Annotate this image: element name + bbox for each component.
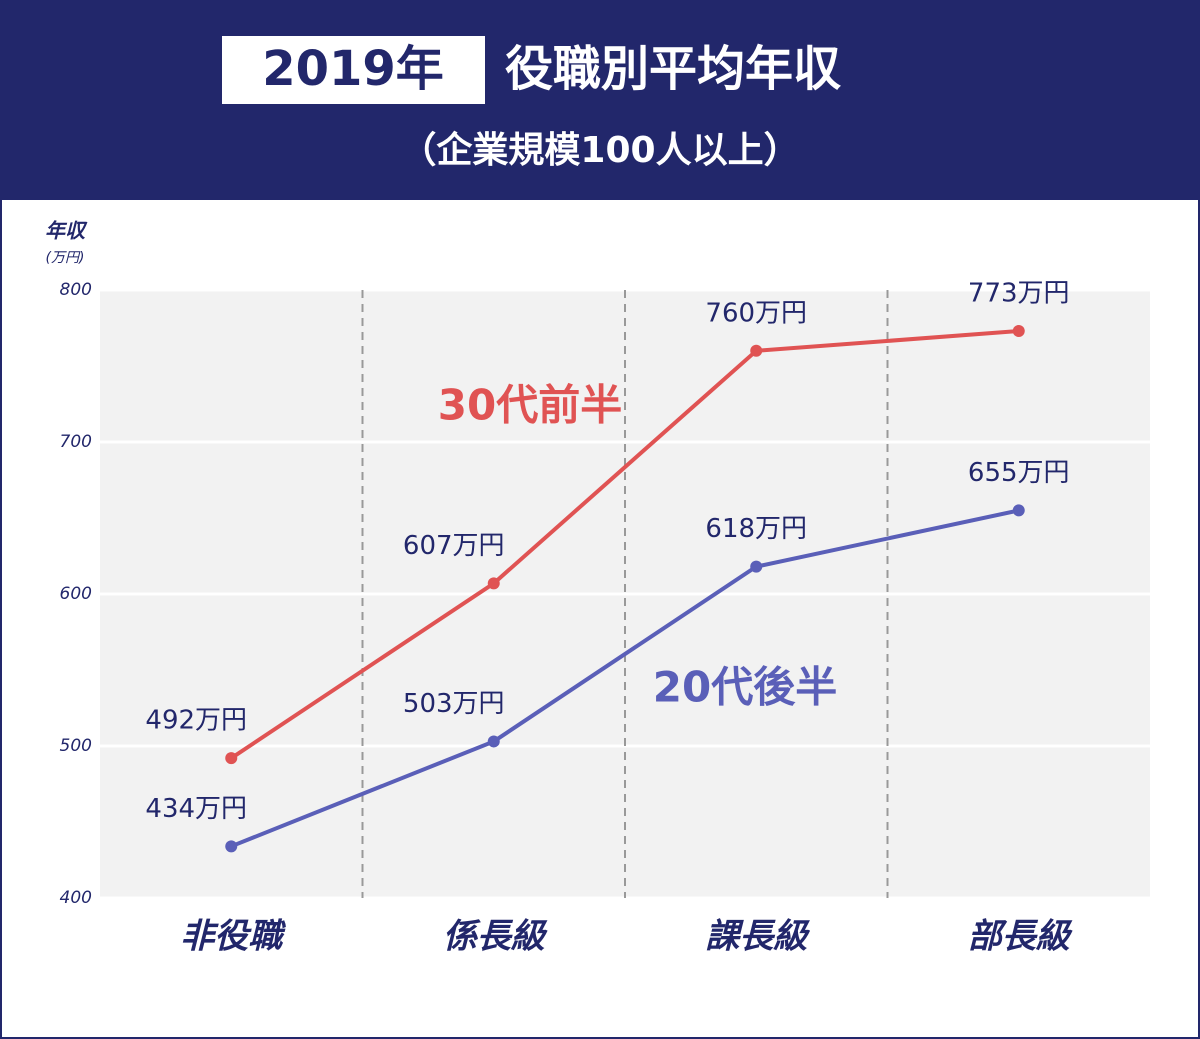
value-label: 492万円	[145, 706, 247, 736]
data-point	[487, 577, 500, 590]
y-tick-label: 700	[60, 432, 92, 452]
y-tick-label: 600	[60, 584, 92, 604]
data-point	[750, 560, 763, 573]
value-label: 607万円	[403, 531, 505, 561]
value-label: 503万円	[403, 689, 505, 719]
chart-title: 役職別平均年収	[505, 41, 841, 97]
data-point	[1012, 325, 1025, 338]
data-point	[487, 735, 500, 748]
title-highlight-box	[222, 36, 485, 104]
value-label: 773万円	[968, 279, 1070, 309]
data-point	[225, 752, 238, 765]
line	[230, 329, 1019, 760]
series-label: 30代前半	[438, 381, 622, 430]
value-label: 434万円	[145, 794, 247, 824]
y-tick-label: 400	[60, 888, 92, 908]
value-label: 618万円	[705, 514, 807, 544]
series-label: 20代後半	[653, 663, 837, 712]
x-tick-label: 課長級	[705, 917, 810, 957]
y-axis-unit: (万円)	[46, 250, 85, 266]
data-point	[225, 840, 238, 853]
y-tick-label: 800	[60, 280, 92, 300]
header-band	[0, 0, 1200, 200]
x-tick-label: 部長級	[968, 917, 1073, 957]
y-axis-label: 年収	[45, 219, 88, 243]
title-highlight: 2019年	[262, 41, 444, 97]
data-point	[1012, 504, 1025, 517]
data-point	[750, 344, 763, 357]
value-label: 760万円	[705, 298, 807, 328]
y-tick-label: 500	[60, 736, 92, 756]
value-label: 655万円	[968, 458, 1070, 488]
chart-subtitle: （企業規模100人以上）	[400, 129, 799, 171]
line	[230, 508, 1020, 849]
x-tick-label: 係長級	[443, 917, 548, 957]
x-tick-label: 非役職	[180, 917, 286, 957]
